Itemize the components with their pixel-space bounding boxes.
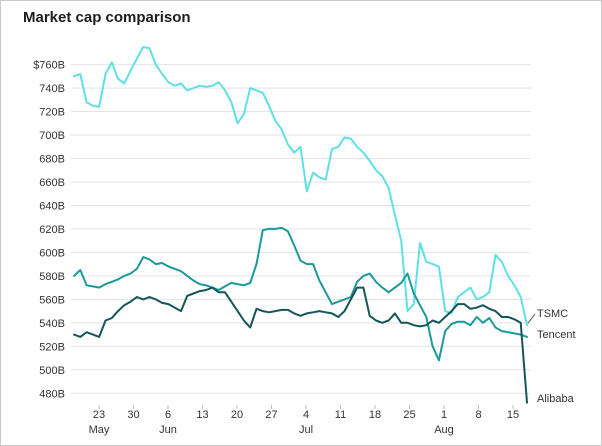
y-tick-label: 580B bbox=[39, 271, 65, 283]
y-tick-label: 680B bbox=[39, 154, 65, 166]
y-tick-label: 640B bbox=[39, 200, 65, 212]
x-month-label: Jun bbox=[159, 424, 177, 436]
x-tick-label: 15 bbox=[507, 409, 519, 421]
x-tick-label: 20 bbox=[231, 409, 243, 421]
chart-title: Market cap comparison bbox=[23, 9, 191, 26]
series-label-tencent: Tencent bbox=[537, 329, 576, 341]
x-tick-label: 13 bbox=[196, 409, 208, 421]
series-label-leader bbox=[527, 313, 536, 324]
x-tick-label: 11 bbox=[335, 409, 346, 421]
x-tick-label: 6 bbox=[165, 409, 171, 421]
y-tick-label: 520B bbox=[39, 341, 65, 353]
x-tick-label: 8 bbox=[475, 409, 481, 421]
x-month-label: May bbox=[89, 424, 110, 436]
x-tick-label: 18 bbox=[369, 409, 381, 421]
series-label-tsmc: TSMC bbox=[537, 308, 568, 320]
x-tick-label: 1 bbox=[441, 409, 447, 421]
y-tick-label: 700B bbox=[39, 130, 65, 142]
x-tick-label: 30 bbox=[127, 409, 139, 421]
series-line-tencent bbox=[73, 226, 528, 362]
y-tick-label: 720B bbox=[39, 107, 65, 119]
y-tick-label: $760B bbox=[33, 60, 65, 72]
y-tick-label: 660B bbox=[39, 177, 65, 189]
x-month-label: Jul bbox=[299, 424, 313, 436]
y-tick-label: 620B bbox=[39, 224, 65, 236]
series-line-alibaba bbox=[73, 286, 528, 404]
y-tick-label: 540B bbox=[39, 318, 65, 330]
x-tick-label: 25 bbox=[403, 409, 415, 421]
y-tick-label: 600B bbox=[39, 247, 65, 259]
series-line-tsmc bbox=[73, 46, 528, 327]
y-tick-label: 740B bbox=[39, 83, 65, 95]
y-tick-label: 480B bbox=[39, 388, 65, 400]
x-tick-label: 4 bbox=[303, 409, 309, 421]
x-month-label: Aug bbox=[434, 424, 454, 436]
x-tick-label: 27 bbox=[265, 409, 277, 421]
y-tick-label: 500B bbox=[39, 365, 65, 377]
y-tick-label: 560B bbox=[39, 294, 65, 306]
series-label-alibaba: Alibaba bbox=[537, 393, 575, 405]
x-tick-label: 23 bbox=[93, 409, 105, 421]
